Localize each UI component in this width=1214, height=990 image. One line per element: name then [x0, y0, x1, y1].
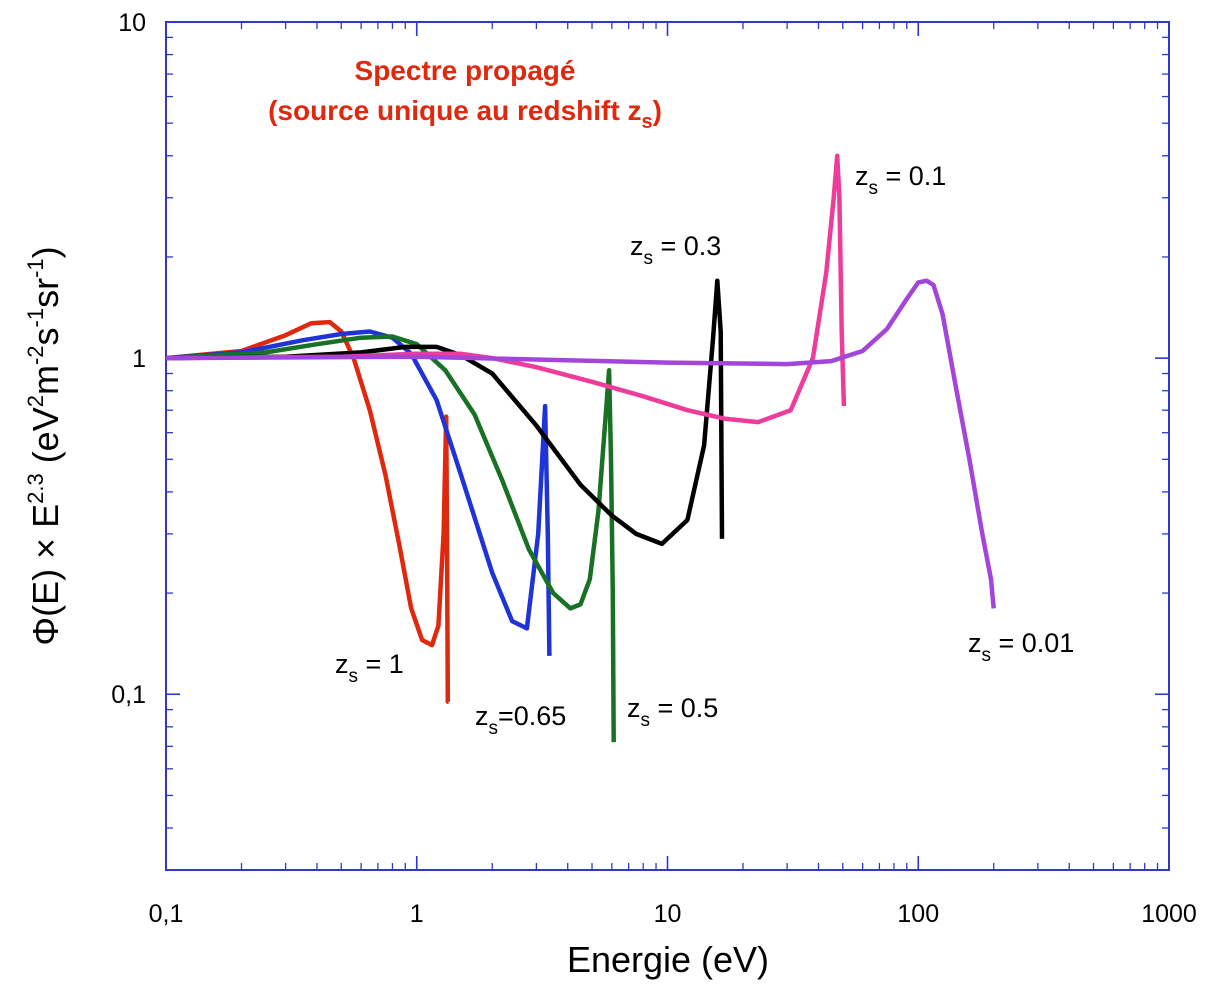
x-tick-label: 10 [654, 900, 682, 928]
series-label-z1: zs = 1 [335, 649, 404, 687]
x-axis-title: Energie (eV) [567, 939, 769, 980]
y-tick-label: 1 [132, 345, 146, 373]
y-tick-label: 0,1 [111, 681, 146, 709]
minor-ticks [166, 22, 1169, 870]
series-label-z01: zs = 0.1 [855, 161, 946, 199]
chart-title-line2-sub: s [641, 111, 652, 133]
series-line-4 [165, 153, 847, 425]
series-label-z065: zs=0.65 [475, 701, 566, 739]
y-axis-title: Φ(E) × E2.3 (eV2m-2s-1sr-1) [23, 246, 66, 645]
y-tick-label: 10 [118, 9, 146, 37]
chart-title-line2-main: (source unique au redshift z [268, 95, 641, 126]
x-tick-labels: 0,1 1 10 100 1000 [149, 900, 1197, 928]
x-tick-label: 1000 [1141, 900, 1197, 928]
chart-title-line2: (source unique au redshift zs) [268, 95, 662, 133]
series-line-2 [165, 334, 616, 743]
plot-frame [165, 21, 1170, 871]
chart-title-line2-end: ) [653, 95, 662, 126]
series-line-3 [165, 278, 725, 547]
series-line-5 [165, 278, 996, 609]
series-label-z05: zs = 0.5 [627, 693, 718, 731]
major-ticks [165, 21, 1170, 870]
series-label-z03: zs = 0.3 [630, 231, 721, 269]
series-lines [165, 153, 996, 743]
x-tick-label: 100 [897, 900, 939, 928]
series-line-0 [165, 319, 451, 704]
chart-title-line1: Spectre propagé [355, 55, 576, 86]
x-tick-label: 1 [410, 900, 424, 928]
series-line-1 [165, 329, 552, 656]
series-label-z001: zs = 0.01 [968, 628, 1074, 666]
y-tick-labels: 0,1 1 10 [111, 9, 146, 709]
x-tick-label: 0,1 [149, 900, 184, 928]
